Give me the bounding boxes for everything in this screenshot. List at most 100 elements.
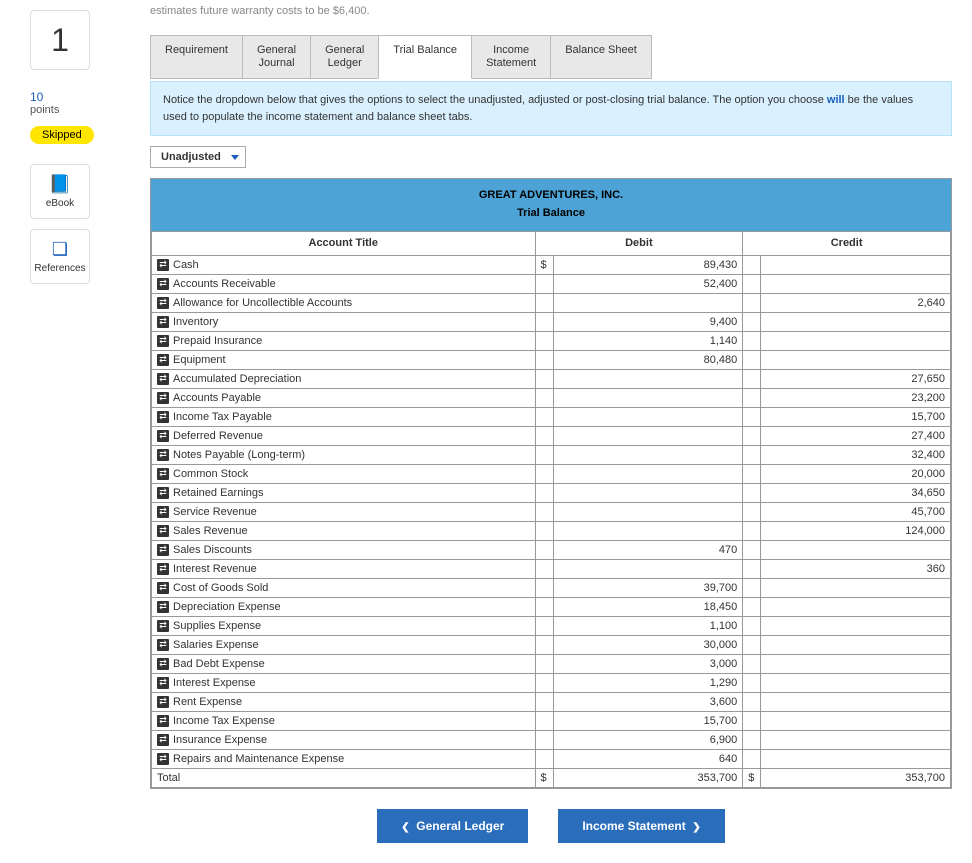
- currency-symbol: [535, 597, 553, 616]
- table-row: ⇄Income Tax Expense15,700: [152, 711, 951, 730]
- credit-value: [761, 350, 951, 369]
- account-title: Insurance Expense: [173, 734, 267, 746]
- notice-box: Notice the dropdown below that gives the…: [150, 81, 952, 136]
- tab-general-journal[interactable]: General Journal: [242, 35, 311, 79]
- account-cell[interactable]: ⇄Accounts Payable: [152, 388, 536, 407]
- link-icon: ⇄: [157, 373, 169, 385]
- account-cell[interactable]: ⇄Repairs and Maintenance Expense: [152, 749, 536, 768]
- account-cell[interactable]: ⇄Equipment: [152, 350, 536, 369]
- debit-value: [553, 502, 743, 521]
- account-title: Interest Revenue: [173, 563, 257, 575]
- currency-symbol: [535, 730, 553, 749]
- prev-button[interactable]: ❮ General Ledger: [377, 809, 528, 843]
- account-cell[interactable]: ⇄Prepaid Insurance: [152, 331, 536, 350]
- account-cell[interactable]: ⇄Notes Payable (Long-term): [152, 445, 536, 464]
- account-cell[interactable]: ⇄ Interest Revenue: [152, 559, 536, 578]
- account-cell[interactable]: ⇄ Insurance Expense: [152, 730, 536, 749]
- table-row: ⇄Prepaid Insurance1,140: [152, 331, 951, 350]
- table-row: ⇄Retained Earnings34,650: [152, 483, 951, 502]
- table-row: ⇄Service Revenue45,700: [152, 502, 951, 521]
- currency-symbol: [535, 331, 553, 350]
- currency-symbol: [535, 578, 553, 597]
- account-title: Supplies Expense: [173, 620, 261, 632]
- debit-value: [553, 426, 743, 445]
- debit-value: 1,100: [553, 616, 743, 635]
- table-row: ⇄Rent Expense3,600: [152, 692, 951, 711]
- tab-general-ledger[interactable]: General Ledger: [310, 35, 379, 79]
- link-icon: ⇄: [157, 639, 169, 651]
- debit-value: 640: [553, 749, 743, 768]
- tab-trial-balance[interactable]: Trial Balance: [378, 35, 472, 79]
- ebook-button[interactable]: 📘 eBook: [30, 164, 90, 219]
- account-cell[interactable]: ⇄Interest Expense: [152, 673, 536, 692]
- copy-icon: ❏: [52, 239, 68, 260]
- account-cell[interactable]: ⇄Cash: [152, 255, 536, 274]
- account-cell[interactable]: ⇄Income Tax Expense: [152, 711, 536, 730]
- debit-value: 30,000: [553, 635, 743, 654]
- credit-value: [761, 331, 951, 350]
- account-cell[interactable]: ⇄Common Stock: [152, 464, 536, 483]
- account-title: Cost of Goods Sold: [173, 582, 268, 594]
- table-row: ⇄Cost of Goods Sold39,700: [152, 578, 951, 597]
- currency-symbol: [535, 540, 553, 559]
- account-title: Rent Expense: [173, 696, 242, 708]
- account-cell[interactable]: ⇄Depreciation Expense: [152, 597, 536, 616]
- account-cell[interactable]: ⇄Accumulated Depreciation: [152, 369, 536, 388]
- table-row: ⇄Deferred Revenue27,400: [152, 426, 951, 445]
- account-title: Accounts Payable: [173, 392, 261, 404]
- chevron-left-icon: ❮: [401, 822, 409, 833]
- tab-requirement[interactable]: Requirement: [150, 35, 243, 79]
- link-icon: ⇄: [157, 753, 169, 765]
- account-cell[interactable]: ⇄Allowance for Uncollectible Accounts: [152, 293, 536, 312]
- debit-value: 470: [553, 540, 743, 559]
- account-cell[interactable]: ⇄Cost of Goods Sold: [152, 578, 536, 597]
- credit-value: [761, 654, 951, 673]
- account-cell[interactable]: ⇄Sales Discounts: [152, 540, 536, 559]
- link-icon: ⇄: [157, 734, 169, 746]
- link-icon: ⇄: [157, 411, 169, 423]
- account-title: Depreciation Expense: [173, 601, 281, 613]
- references-button[interactable]: ❏ References: [30, 229, 90, 284]
- currency-symbol: $: [535, 768, 553, 787]
- account-cell[interactable]: ⇄Salaries Expense: [152, 635, 536, 654]
- references-label: References: [34, 263, 85, 274]
- table-row: ⇄Inventory9,400: [152, 312, 951, 331]
- tab-balance-sheet[interactable]: Balance Sheet: [550, 35, 652, 79]
- account-cell[interactable]: ⇄Deferred Revenue: [152, 426, 536, 445]
- currency-symbol: [535, 654, 553, 673]
- question-number-box: 1: [30, 10, 90, 70]
- debit-value: 6,900: [553, 730, 743, 749]
- account-cell[interactable]: ⇄Service Revenue: [152, 502, 536, 521]
- account-title: Sales Revenue: [173, 525, 248, 537]
- debit-value: 3,000: [553, 654, 743, 673]
- table-row: ⇄Income Tax Payable15,700: [152, 407, 951, 426]
- link-icon: ⇄: [157, 563, 169, 575]
- adjustment-dropdown[interactable]: Unadjusted: [150, 146, 246, 168]
- link-icon: ⇄: [157, 525, 169, 537]
- context-text: estimates future warranty costs to be $6…: [150, 5, 952, 17]
- table-row: ⇄Interest Expense 1,290: [152, 673, 951, 692]
- account-cell[interactable]: ⇄Accounts Receivable: [152, 274, 536, 293]
- account-cell[interactable]: ⇄Bad Debt Expense: [152, 654, 536, 673]
- account-title: Income Tax Expense: [173, 715, 275, 727]
- next-button[interactable]: Income Statement ❯: [558, 809, 724, 843]
- credit-value: 360: [761, 559, 951, 578]
- account-cell[interactable]: ⇄Income Tax Payable: [152, 407, 536, 426]
- ebook-label: eBook: [46, 198, 74, 209]
- debit-value: 1,290: [553, 673, 743, 692]
- account-cell[interactable]: ⇄Retained Earnings: [152, 483, 536, 502]
- debit-value: [553, 293, 743, 312]
- account-cell[interactable]: ⇄Inventory: [152, 312, 536, 331]
- account-cell[interactable]: ⇄Rent Expense: [152, 692, 536, 711]
- account-cell[interactable]: ⇄Supplies Expense: [152, 616, 536, 635]
- credit-value: 124,000: [761, 521, 951, 540]
- tab-income-statement[interactable]: Income Statement: [471, 35, 551, 79]
- link-icon: ⇄: [157, 487, 169, 499]
- account-title: Notes Payable (Long-term): [173, 449, 305, 461]
- debit-value: [553, 445, 743, 464]
- table-row: ⇄Salaries Expense 30,000: [152, 635, 951, 654]
- currency-symbol: [535, 692, 553, 711]
- currency-symbol: [535, 749, 553, 768]
- account-cell[interactable]: ⇄ Sales Revenue: [152, 521, 536, 540]
- account-title: Accounts Receivable: [173, 278, 276, 290]
